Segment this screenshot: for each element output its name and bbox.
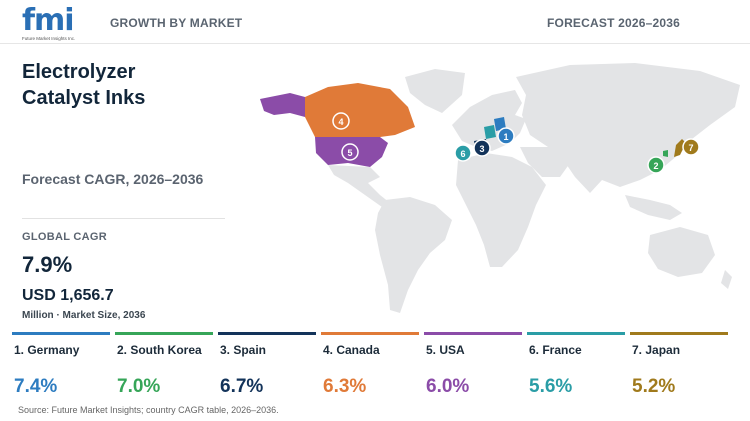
france-shape bbox=[484, 125, 496, 139]
legend-item-japan[interactable]: 7. Japan 5.2% bbox=[630, 332, 728, 402]
legend-name-canada: 4. Canada bbox=[323, 343, 380, 357]
alaska-shape bbox=[260, 93, 305, 117]
header-growth-label: GROWTH BY MARKET bbox=[110, 16, 243, 30]
south-america-shape bbox=[375, 197, 452, 313]
marker-canada-label: 4 bbox=[338, 117, 343, 127]
australia-shape bbox=[648, 227, 715, 277]
marker-japan-label: 7 bbox=[688, 143, 693, 153]
germany-shape bbox=[494, 117, 506, 131]
greenland-shape bbox=[405, 69, 465, 113]
europe-shape bbox=[452, 90, 526, 151]
legend-item-canada[interactable]: 4. Canada 6.3% bbox=[321, 332, 419, 402]
legend-name-usa: 5. USA bbox=[426, 343, 465, 357]
marker-germany-label: 1 bbox=[503, 132, 508, 142]
legend-bar-south-korea bbox=[115, 332, 213, 335]
legend-cagr-germany: 7.4% bbox=[14, 376, 58, 397]
legend-name-japan: 7. Japan bbox=[632, 343, 681, 357]
southeast-asia-shape bbox=[625, 195, 682, 220]
legend-bar-spain bbox=[218, 332, 316, 335]
middle-east-shape bbox=[520, 147, 570, 177]
header-forecast-label: FORECAST 2026–2036 bbox=[547, 16, 680, 30]
logo-tagline: Future Market Insights Inc. bbox=[22, 36, 76, 41]
legend-cagr-japan: 5.2% bbox=[632, 376, 676, 397]
legend-bar-france bbox=[527, 332, 625, 335]
world-map: 4 5 6 3 1 2 7 bbox=[260, 63, 740, 313]
legend-cagr-usa: 6.0% bbox=[426, 376, 470, 397]
fmi-logo[interactable]: fmi Future Market Insights Inc. bbox=[22, 6, 92, 46]
marker-south-korea-label: 2 bbox=[653, 161, 658, 171]
country-legend: 1. Germany 7.4% 2. South Korea 7.0% 3. S… bbox=[12, 332, 738, 402]
south-korea-shape bbox=[663, 150, 668, 157]
marker-usa-label: 5 bbox=[347, 148, 352, 158]
legend-item-spain[interactable]: 3. Spain 6.7% bbox=[218, 332, 316, 402]
legend-item-france[interactable]: 6. France 5.6% bbox=[527, 332, 625, 402]
title-line-1: Electrolyzer bbox=[22, 61, 136, 83]
map-markers: 4 5 6 3 1 2 7 bbox=[332, 112, 700, 174]
asia-shape bbox=[516, 63, 740, 193]
legend-item-south-korea[interactable]: 2. South Korea 7.0% bbox=[115, 332, 213, 402]
legend-name-spain: 3. Spain bbox=[220, 343, 267, 357]
marker-spain-label: 3 bbox=[479, 144, 484, 154]
title-line-2: Catalyst Inks bbox=[22, 87, 146, 109]
legend-name-south-korea: 2. South Korea bbox=[117, 343, 202, 357]
legend-bar-canada bbox=[321, 332, 419, 335]
marker-usa[interactable]: 5 bbox=[341, 143, 359, 161]
market-size-value: USD 1,656.7 bbox=[22, 287, 114, 304]
marker-south-korea[interactable]: 2 bbox=[647, 156, 665, 174]
canada-shape bbox=[305, 83, 415, 137]
legend-bar-usa bbox=[424, 332, 522, 335]
legend-bar-japan bbox=[630, 332, 728, 335]
legend-item-usa[interactable]: 5. USA 6.0% bbox=[424, 332, 522, 402]
marker-spain[interactable]: 3 bbox=[473, 139, 491, 157]
legend-item-germany[interactable]: 1. Germany 7.4% bbox=[12, 332, 110, 402]
source-note: Source: Future Market Insights; country … bbox=[18, 405, 279, 415]
legend-name-france: 6. France bbox=[529, 343, 582, 357]
global-cagr-label: GLOBAL CAGR bbox=[22, 231, 107, 243]
marker-france[interactable]: 6 bbox=[454, 144, 472, 162]
marker-japan[interactable]: 7 bbox=[682, 138, 700, 156]
marker-france-label: 6 bbox=[460, 149, 465, 159]
legend-name-germany: 1. Germany bbox=[14, 343, 80, 357]
marker-germany[interactable]: 1 bbox=[497, 127, 515, 145]
legend-cagr-canada: 6.3% bbox=[323, 376, 367, 397]
africa-shape bbox=[456, 153, 546, 267]
legend-cagr-spain: 6.7% bbox=[220, 376, 264, 397]
new-zealand-shape bbox=[721, 270, 732, 289]
logo-wordmark: fmi bbox=[22, 3, 75, 38]
market-size-label: Million · Market Size, 2036 bbox=[22, 310, 146, 321]
legend-bar-germany bbox=[12, 332, 110, 335]
header-bar: fmi Future Market Insights Inc. GROWTH B… bbox=[0, 0, 750, 44]
panel-divider bbox=[22, 218, 225, 219]
page-title: Electrolyzer Catalyst Inks bbox=[22, 59, 145, 111]
legend-cagr-france: 5.6% bbox=[529, 376, 573, 397]
global-cagr-value: 7.9% bbox=[22, 252, 73, 277]
marker-canada[interactable]: 4 bbox=[332, 112, 350, 130]
central-america-shape bbox=[328, 165, 390, 207]
legend-cagr-south-korea: 7.0% bbox=[117, 376, 161, 397]
forecast-subtitle: Forecast CAGR, 2026–2036 bbox=[22, 171, 204, 187]
